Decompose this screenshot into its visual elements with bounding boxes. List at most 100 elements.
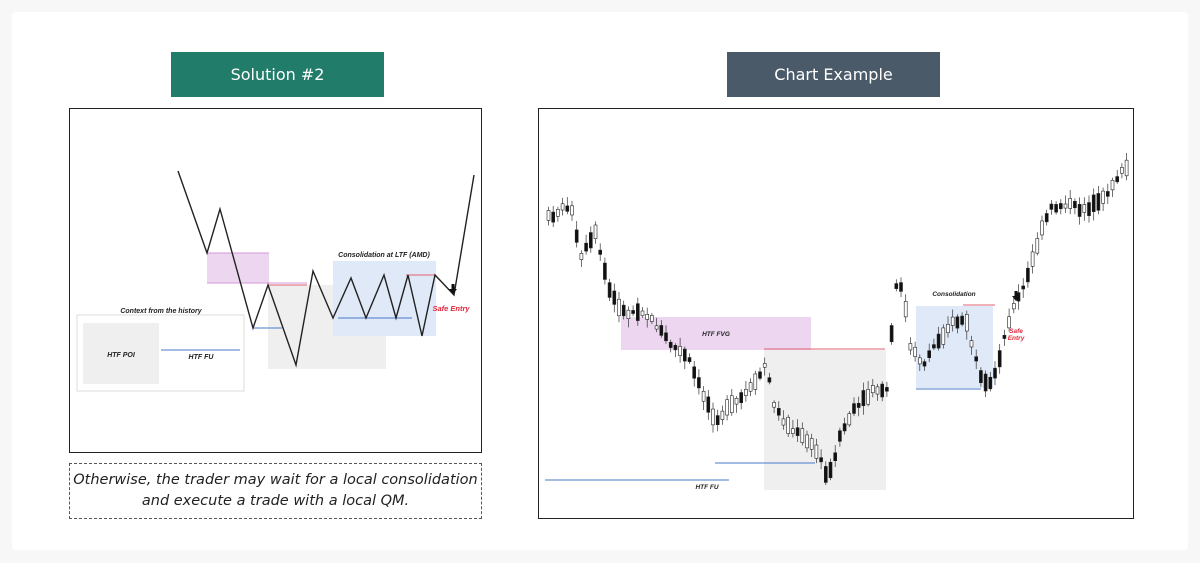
candle-body	[781, 418, 786, 426]
consolidation-label: Consolidation at LTF (AMD)	[338, 252, 430, 259]
safe-entry-label-line-1: Safe	[1009, 328, 1023, 335]
candle-body	[1068, 198, 1073, 209]
candle-body	[683, 348, 687, 362]
context-title: Context from the history	[120, 308, 202, 315]
chart-example-panel: HTF FVG HTF FU Consolidation Safe Entry	[538, 108, 1134, 519]
candle-body	[697, 377, 701, 389]
candle-body	[725, 399, 729, 416]
candle-body	[823, 466, 828, 483]
candle-body	[927, 350, 932, 358]
candle-body	[668, 341, 673, 348]
candle-body	[593, 224, 598, 239]
candle-body	[936, 333, 941, 349]
candle-body	[560, 203, 565, 211]
candle-body	[762, 363, 767, 368]
candle-body	[612, 290, 617, 305]
candle-body	[565, 205, 570, 212]
candle-body	[960, 315, 964, 325]
candle-body	[974, 356, 979, 362]
htf-poi-box	[83, 323, 159, 384]
candle-body	[856, 402, 861, 408]
candle-body	[640, 310, 645, 317]
candle-body	[791, 428, 795, 434]
chart-example-header-label: Chart Example	[774, 65, 893, 84]
candle-body	[659, 325, 664, 336]
candle-body	[777, 408, 781, 416]
safe-entry-label: Safe Entry	[432, 304, 470, 313]
htf-fu-label: HTF FU	[189, 354, 215, 361]
candle-body	[852, 403, 856, 414]
candle-body	[941, 327, 946, 345]
candle-body	[654, 325, 659, 330]
candle-body	[758, 371, 762, 379]
candle-body	[715, 415, 720, 426]
candle-body	[997, 350, 1002, 368]
candle-body	[1077, 204, 1082, 217]
candle-body	[861, 390, 866, 407]
solution-diagram-panel: Context from the history HTF POI HTF FU …	[69, 108, 482, 453]
candle-body	[1105, 191, 1110, 197]
candle-body	[795, 427, 800, 436]
candle-body	[979, 370, 983, 383]
candle-body	[880, 383, 885, 398]
candle-body	[932, 344, 936, 349]
candle-body	[819, 457, 823, 463]
candle-body	[584, 242, 588, 252]
htf-poi-label: HTF POI	[107, 352, 136, 359]
candle-body	[1120, 167, 1124, 174]
candle-body	[842, 423, 847, 432]
candle-body	[588, 232, 593, 249]
candle-body	[847, 413, 852, 426]
candle-body	[706, 396, 711, 413]
candle-body	[833, 452, 838, 462]
candle-body	[598, 249, 603, 255]
solution-header-label: Solution #2	[230, 65, 325, 84]
candle-body	[1124, 159, 1129, 177]
candle-body	[1073, 200, 1077, 209]
solution-header: Solution #2	[171, 52, 384, 97]
candle-body	[579, 253, 584, 260]
htf-fu-label: HTF FU	[695, 484, 718, 491]
candle-body	[786, 416, 790, 434]
candle-body	[870, 385, 875, 394]
candle-body	[950, 316, 955, 326]
candle-body	[917, 357, 922, 365]
caption-line-2: and execute a trade with a local QM.	[141, 493, 410, 509]
candle-body	[574, 229, 579, 243]
candle-body	[636, 303, 640, 321]
candle-body	[899, 282, 903, 292]
candle-body	[603, 262, 607, 280]
candle-body	[621, 304, 626, 317]
candle-body	[1021, 285, 1026, 290]
candle-body	[701, 390, 706, 402]
price-path	[177, 170, 475, 368]
candle-body	[607, 282, 612, 298]
candle-body	[908, 343, 913, 351]
candle-body	[1101, 190, 1105, 204]
candle-body	[983, 373, 988, 392]
safe-entry-arrow-icon	[449, 284, 457, 294]
candle-body	[650, 315, 654, 322]
candle-body	[1007, 316, 1011, 329]
candle-body	[805, 434, 809, 449]
candle-body	[1040, 220, 1044, 236]
candle-body	[645, 314, 649, 320]
candle-body	[885, 387, 889, 392]
htf-fvg-label: HTF FVG	[702, 331, 730, 338]
candle-body	[988, 376, 993, 390]
candle-body	[1115, 176, 1120, 183]
candle-body	[551, 211, 555, 223]
candle-body	[1002, 335, 1007, 339]
candle-body	[955, 316, 960, 329]
htf-fvg-zone	[621, 317, 811, 350]
candle-body	[1049, 203, 1054, 210]
candle-body	[1026, 267, 1030, 283]
candle-body	[964, 314, 969, 332]
candle-body	[739, 392, 743, 404]
candle-body	[664, 332, 668, 342]
candle-body	[866, 389, 870, 405]
candle-body	[1011, 303, 1016, 310]
candle-body	[828, 461, 833, 479]
candle-body	[1063, 203, 1068, 209]
candle-body	[767, 377, 772, 383]
